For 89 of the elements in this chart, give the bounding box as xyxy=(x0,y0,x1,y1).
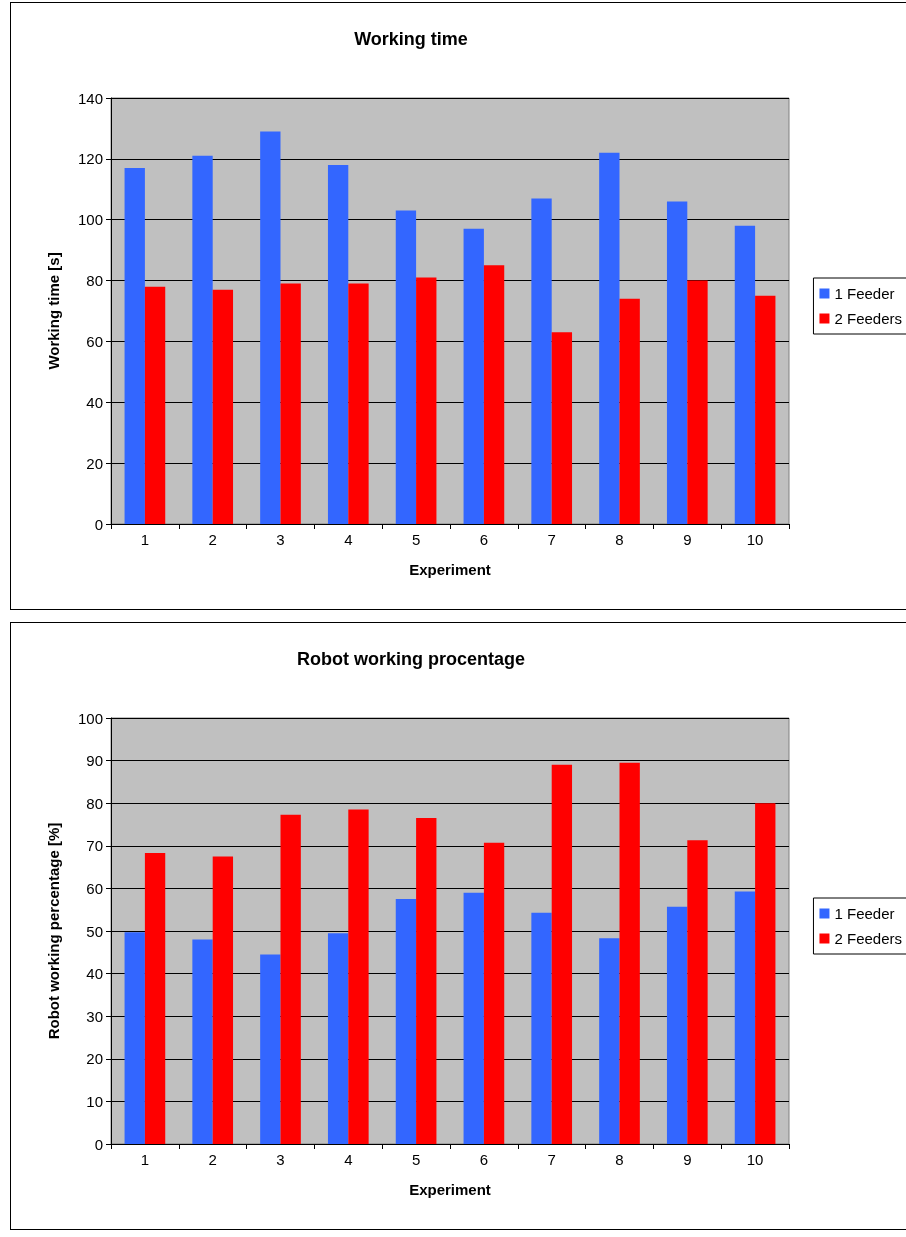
y-tick-label: 40 xyxy=(86,393,103,411)
x-tick-label: 10 xyxy=(746,1151,764,1168)
bar xyxy=(619,298,640,524)
x-tick-label: 8 xyxy=(615,531,624,548)
bar xyxy=(192,939,213,1144)
y-tick-label: 140 xyxy=(77,89,103,107)
y-tick-label: 80 xyxy=(86,794,103,812)
bar xyxy=(687,280,708,524)
bar xyxy=(551,764,573,1144)
bar xyxy=(416,818,437,1144)
y-tick-label: 60 xyxy=(86,879,103,897)
legend-label: 1 Feeder xyxy=(834,905,895,922)
y-tick-label: 120 xyxy=(77,150,103,168)
bar xyxy=(531,198,552,524)
x-tick-label: 6 xyxy=(479,1151,489,1168)
bar xyxy=(687,840,708,1144)
y-axis-title: Robot working percentage [%] xyxy=(45,822,62,1040)
x-tick-label: 1 xyxy=(140,531,150,548)
legend-label: 2 Feeders xyxy=(834,310,903,327)
y-tick-label: 20 xyxy=(86,454,103,472)
bar xyxy=(212,856,234,1144)
bar xyxy=(599,152,620,524)
y-axis-title: Working time [s] xyxy=(45,252,62,370)
y-tick-label: 100 xyxy=(77,211,103,229)
bar xyxy=(144,853,166,1144)
x-tick-label: 3 xyxy=(276,531,285,548)
x-axis-title: Experiment xyxy=(409,561,491,578)
bar xyxy=(483,265,505,524)
bar xyxy=(531,912,552,1144)
x-tick-label: 10 xyxy=(746,531,764,548)
y-tick-label: 0 xyxy=(94,515,103,533)
bar xyxy=(755,803,776,1144)
bar xyxy=(416,277,437,524)
bar xyxy=(327,933,349,1144)
bar xyxy=(260,131,281,524)
bar xyxy=(348,283,369,524)
bar xyxy=(395,899,417,1144)
x-tick-label: 2 xyxy=(208,531,217,548)
bar xyxy=(280,814,301,1144)
bar xyxy=(192,155,213,524)
bar xyxy=(124,167,145,524)
bar xyxy=(348,809,369,1144)
x-tick-label: 7 xyxy=(547,531,556,548)
x-tick-label: 3 xyxy=(276,1151,285,1168)
bar xyxy=(212,289,234,524)
bar xyxy=(734,891,756,1144)
chart-title: Robot working procentage xyxy=(296,649,526,669)
bar xyxy=(395,210,417,524)
y-tick-label: 30 xyxy=(86,1007,103,1025)
y-tick-label: 10 xyxy=(86,1092,103,1110)
y-tick-label: 100 xyxy=(77,709,103,727)
bar xyxy=(666,201,688,524)
y-tick-label: 70 xyxy=(86,837,103,855)
bar xyxy=(260,954,281,1144)
x-tick-label: 9 xyxy=(683,1151,692,1168)
bar xyxy=(124,932,145,1144)
x-tick-label: 7 xyxy=(547,1151,556,1168)
bar xyxy=(551,332,573,524)
bar xyxy=(280,283,301,524)
y-tick-label: 60 xyxy=(86,332,103,350)
legend-label: 2 Feeders xyxy=(834,930,903,947)
x-tick-label: 1 xyxy=(140,1151,150,1168)
x-tick-label: 9 xyxy=(683,531,692,548)
x-tick-label: 5 xyxy=(411,531,421,548)
y-tick-label: 50 xyxy=(86,922,103,940)
bar xyxy=(666,906,688,1144)
x-tick-label: 5 xyxy=(411,1151,421,1168)
x-tick-label: 4 xyxy=(344,1151,353,1168)
bar xyxy=(144,286,166,524)
y-tick-label: 90 xyxy=(86,752,103,770)
bar xyxy=(463,228,484,524)
y-tick-label: 20 xyxy=(86,1050,103,1068)
bar xyxy=(619,762,640,1144)
x-tick-label: 6 xyxy=(479,531,489,548)
y-tick-label: 80 xyxy=(86,272,103,290)
x-tick-label: 8 xyxy=(615,1151,624,1168)
x-tick-label: 2 xyxy=(208,1151,217,1168)
bar xyxy=(463,892,484,1144)
x-axis-title: Experiment xyxy=(409,1181,491,1198)
y-tick-label: 40 xyxy=(86,965,103,983)
bar xyxy=(327,164,349,524)
bar xyxy=(734,225,756,524)
y-tick-label: 0 xyxy=(94,1135,103,1153)
bar xyxy=(755,295,776,524)
bar xyxy=(483,842,505,1144)
legend-label: 1 Feeder xyxy=(834,285,895,302)
x-tick-label: 4 xyxy=(344,531,353,548)
chart-title: Working time xyxy=(354,29,468,49)
bar xyxy=(599,938,620,1144)
